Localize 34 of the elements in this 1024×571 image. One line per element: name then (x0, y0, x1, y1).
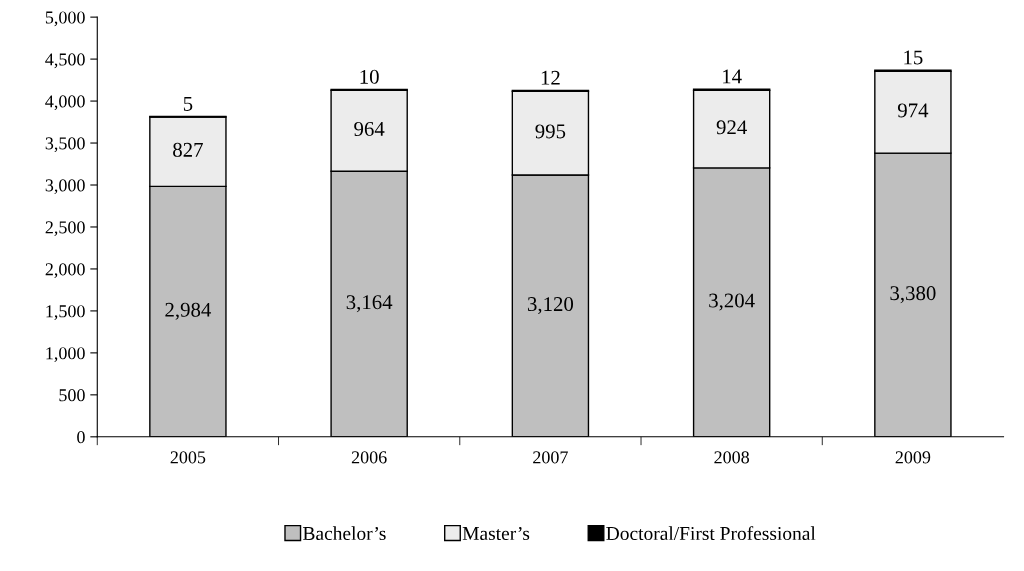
y-tick-label: 5,000 (45, 11, 85, 27)
data-label: 995 (535, 124, 566, 139)
legend-label: Master’s (462, 526, 530, 541)
y-tick-label: 1,500 (46, 305, 85, 320)
y-tick-label: 1,000 (46, 347, 85, 362)
data-label: 3,164 (346, 295, 393, 313)
data-label: 2,984 (165, 302, 212, 320)
legend-label: Bachelor’s (303, 526, 386, 541)
y-tick-label: 2,500 (45, 221, 85, 237)
data-label: 15 (904, 50, 923, 65)
x-tick-label: 2008 (714, 451, 750, 464)
data-label: 3,120 (527, 297, 574, 315)
data-label: 3,380 (890, 286, 936, 304)
y-tick-label: 500 (59, 389, 85, 402)
y-tick-label: 4,500 (45, 53, 85, 69)
data-label: 3,204 (709, 293, 755, 311)
legend-label: Doctoral/First Professional (606, 526, 816, 541)
x-tick-label: 2006 (351, 451, 387, 464)
y-tick-label: 0 (77, 431, 85, 444)
y-tick-label: 4,000 (45, 95, 85, 111)
data-label: 964 (354, 121, 385, 136)
y-tick-label: 3,500 (45, 137, 85, 153)
x-tick-label: 2007 (533, 451, 568, 464)
data-label: 974 (897, 103, 929, 118)
y-tick-label: 3,000 (45, 179, 85, 195)
y-tick-label: 2,000 (45, 263, 85, 278)
data-label: 924 (716, 120, 747, 135)
data-label: 5 (183, 97, 193, 111)
x-tick-label: 2005 (170, 451, 206, 464)
data-label: 12 (541, 70, 560, 85)
x-tick-label: 2009 (895, 451, 931, 464)
data-label: 10 (360, 69, 379, 84)
data-label: 827 (173, 142, 203, 157)
data-label: 14 (723, 69, 742, 84)
